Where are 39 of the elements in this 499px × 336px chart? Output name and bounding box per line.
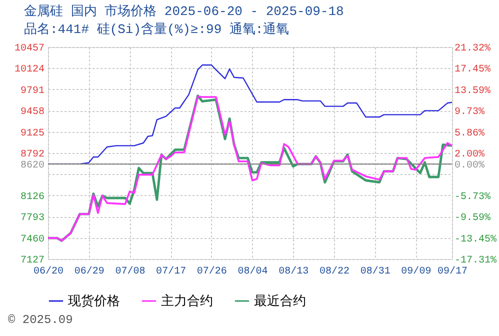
x-tick-label: 07/17 [156, 266, 186, 278]
y-tick-label: 9125 [20, 128, 44, 140]
y-tick-label: 8792 [20, 150, 44, 160]
x-tick-label: 09/09 [401, 266, 432, 278]
x-tick-label: 07/26 [196, 266, 227, 278]
x-tick-label: 07/08 [115, 266, 146, 278]
legend-label: 现货价格 [68, 294, 120, 309]
y2-tick-label: -13.45% [454, 234, 497, 246]
chart-subtitle: 品名:441# 硅(Si)含量(%)≥:99 通氧:通氧 [24, 22, 290, 37]
chart-title: 金属硅 国内 市场价格 2025-06-20 - 2025-09-18 [24, 4, 344, 19]
x-tick-label: 06/29 [74, 266, 104, 278]
x-tick-label: 08/31 [360, 266, 390, 278]
y-tick-label: 8620 [20, 160, 44, 172]
legend-label: 主力合约 [161, 293, 213, 309]
x-tick-label: 08/22 [319, 266, 350, 278]
y-tick-label: 10457 [14, 44, 44, 54]
y2-tick-label: -9.59% [454, 213, 491, 224]
y2-tick-label: 21.32% [454, 44, 491, 54]
y-tick-label: 10124 [14, 64, 44, 76]
x-tick-label: 09/17 [437, 266, 468, 278]
y-tick-label: 9458 [20, 107, 44, 118]
y2-tick-label: -5.73% [454, 192, 491, 203]
x-tick-label: 08/13 [278, 266, 309, 278]
y-tick-label: 8126 [20, 192, 44, 203]
text: © 2025.09 [8, 313, 73, 327]
y-tick-label: 9791 [20, 86, 44, 97]
y-tick-label: 7793 [20, 213, 44, 224]
y2-tick-label: 13.59% [454, 86, 491, 97]
legend-label: 最近合约 [254, 294, 306, 309]
y2-tick-label: -17.31% [454, 256, 497, 266]
y2-tick-label: 2.00% [454, 150, 485, 161]
y2-tick-label: 9.73% [454, 107, 485, 118]
y-tick-label: 7460 [20, 234, 44, 246]
y2-tick-label: 5.86% [454, 128, 485, 140]
y2-tick-label: 17.45% [454, 64, 491, 76]
x-tick-label: 08/04 [238, 266, 268, 278]
y-tick-label: 7127 [20, 256, 44, 266]
y2-tick-label: 0.00% [454, 160, 485, 172]
x-tick-label: 06/20 [33, 266, 64, 278]
